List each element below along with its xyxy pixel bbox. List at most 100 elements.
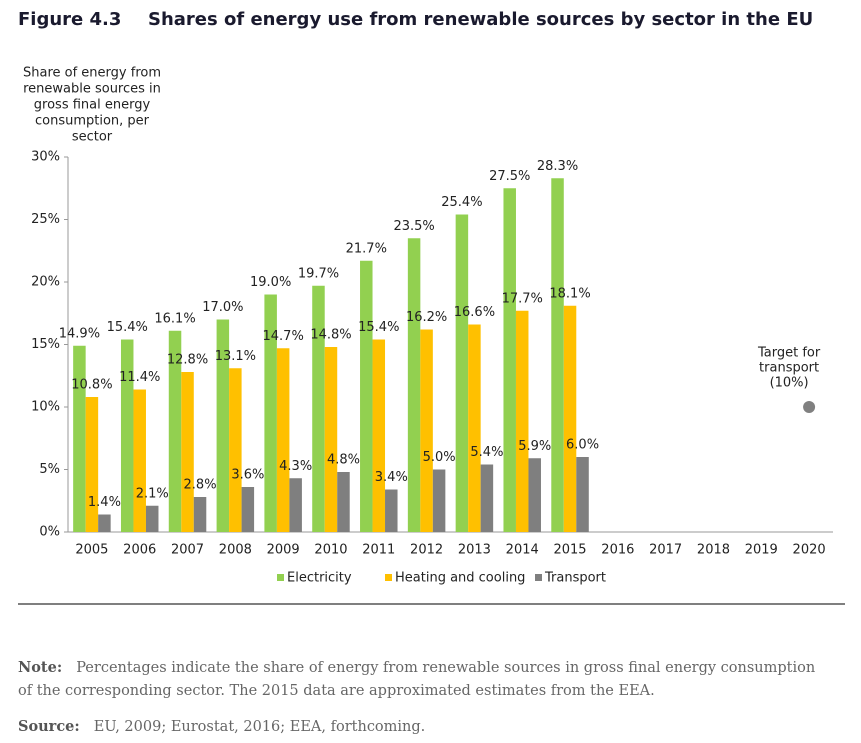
x-tick-label: 2018 (697, 543, 730, 558)
bar (229, 368, 242, 532)
data-label: 4.3% (279, 459, 312, 474)
x-tick-label: 2017 (649, 543, 682, 558)
data-label: 16.1% (154, 311, 195, 326)
figure-label: Figure 4.3 (18, 9, 121, 30)
bar (360, 260, 373, 532)
source-text: EU, 2009; Eurostat, 2016; EEA, forthcomi… (93, 719, 426, 735)
y-tick-label: 0% (39, 525, 60, 540)
bar (551, 178, 564, 532)
bar (480, 464, 494, 532)
bar (372, 339, 386, 532)
legend-swatch (277, 574, 284, 581)
x-tick-label: 2014 (506, 543, 539, 558)
data-label: 3.4% (375, 470, 408, 485)
bar (528, 458, 541, 532)
note: Note: Percentages indicate the share of e… (18, 656, 818, 703)
data-label: 19.0% (250, 275, 291, 290)
legend-swatch (535, 574, 542, 581)
bar (168, 330, 182, 532)
x-tick-label: 2016 (601, 543, 634, 558)
data-label: 2.8% (184, 478, 217, 493)
legend-label: Electricity (287, 571, 352, 586)
data-label: 4.8% (327, 453, 360, 468)
y-axis-label: consumption, per (35, 114, 150, 129)
x-tick-label: 2019 (745, 543, 778, 558)
bar (133, 389, 146, 532)
x-tick-label: 2005 (75, 543, 108, 558)
data-label: 25.4% (441, 195, 482, 210)
y-tick-label: 5% (39, 462, 60, 477)
x-tick-label: 2012 (410, 543, 443, 558)
data-label: 15.4% (358, 320, 399, 335)
bar (515, 310, 529, 532)
x-tick-label: 2011 (362, 543, 395, 558)
x-tick-label: 2020 (793, 543, 826, 558)
chart: Figure 4.3 Shares of energy use from ren… (18, 9, 845, 605)
bar (337, 472, 350, 532)
data-label: 10.8% (71, 378, 112, 393)
bar (324, 347, 338, 532)
data-label: 23.5% (393, 219, 434, 234)
note-label: Note: (18, 659, 63, 676)
data-label: 27.5% (489, 169, 530, 184)
bar (193, 497, 207, 532)
y-tick-label: 30% (31, 150, 60, 165)
bar (420, 329, 433, 532)
bar (145, 505, 159, 532)
data-label: 5.9% (518, 439, 551, 454)
data-label: 17.0% (202, 300, 243, 315)
data-label: 17.7% (502, 291, 543, 306)
target-label: Target for (757, 346, 821, 361)
chart-title: Shares of energy use from renewable sour… (148, 9, 813, 30)
data-label: 5.0% (423, 450, 456, 465)
bar (289, 478, 302, 532)
data-label: 16.6% (454, 305, 495, 320)
bar (432, 469, 446, 532)
bar (264, 294, 277, 532)
legend-swatch (385, 574, 392, 581)
data-label: 14.7% (263, 329, 304, 344)
bar (455, 214, 469, 532)
data-label: 28.3% (537, 159, 578, 174)
y-axis-label: sector (72, 130, 113, 145)
y-axis-label: gross final energy (34, 98, 151, 113)
bar (216, 319, 230, 532)
bar (85, 397, 99, 532)
target-point (803, 401, 816, 413)
data-label: 19.7% (298, 266, 339, 281)
data-label: 1.4% (88, 495, 121, 510)
data-label: 21.7% (346, 241, 387, 256)
bar (98, 514, 111, 532)
data-label: 14.9% (59, 326, 100, 341)
data-label: 2.1% (136, 486, 169, 501)
x-tick-label: 2015 (553, 543, 586, 558)
bar (407, 238, 421, 532)
bar (563, 305, 577, 532)
y-tick-label: 15% (31, 337, 60, 352)
legend-label: Heating and cooling (395, 571, 525, 586)
note-text: Percentages indicate the share of energy… (18, 660, 816, 699)
data-label: 12.8% (167, 353, 208, 368)
bar (120, 339, 134, 532)
bar (276, 348, 290, 532)
bar (385, 489, 398, 532)
target-label: (10%) (770, 376, 809, 391)
legend-label: Transport (544, 571, 606, 586)
x-tick-label: 2006 (123, 543, 156, 558)
bar (73, 345, 86, 532)
y-tick-label: 25% (31, 212, 60, 227)
data-label: 5.4% (470, 445, 503, 460)
bar (241, 487, 255, 532)
data-label: 3.6% (231, 468, 264, 483)
x-tick-label: 2010 (314, 543, 347, 558)
x-tick-label: 2007 (171, 543, 204, 558)
x-tick-label: 2008 (219, 543, 252, 558)
y-axis-label: Share of energy from (23, 66, 161, 81)
y-tick-label: 20% (31, 275, 60, 290)
data-label: 14.8% (310, 328, 351, 343)
bar (503, 188, 516, 532)
y-axis-label: renewable sources in (23, 82, 161, 97)
bar (312, 285, 325, 532)
target-label: transport (759, 361, 819, 376)
bar (468, 324, 481, 532)
